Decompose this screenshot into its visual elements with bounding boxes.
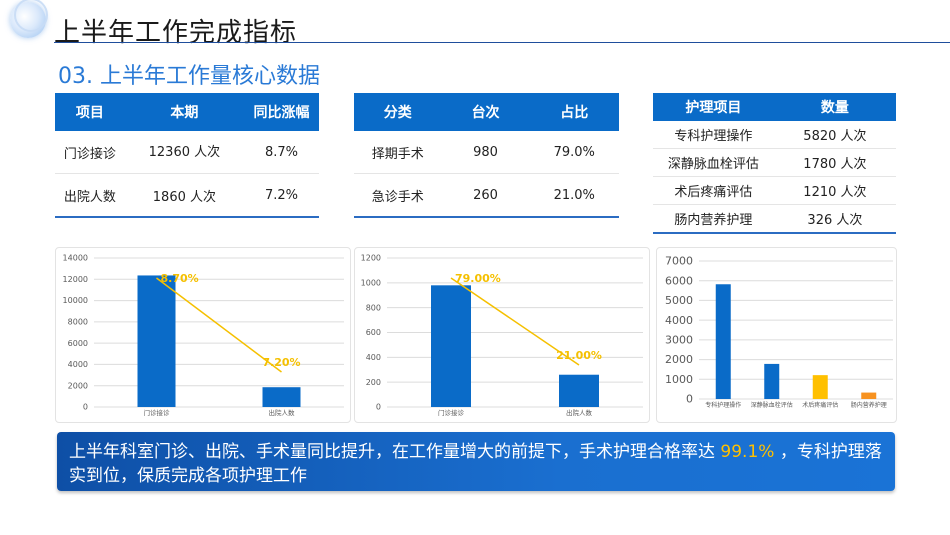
y-tick-label: 6000: [665, 274, 693, 287]
y-tick-label: 600: [366, 328, 381, 337]
data-label: 21.00%: [556, 349, 602, 362]
chart-svg: 0 2000 4000 6000 8000 10000 12000 14000 门诊接诊 出院人数…: [63, 254, 344, 417]
x-tick-label: 门诊接诊: [144, 408, 171, 417]
outpatient-table: 项目 本期 同比涨幅 门诊接诊 12360 人次 8.7% 出院人数 1860 …: [55, 93, 319, 218]
bar: [431, 285, 471, 407]
table-cell: 术后疼痛评估: [653, 176, 774, 205]
y-tick-label: 200: [366, 378, 381, 387]
table-header: 本期: [124, 93, 245, 131]
y-tick-label: 12000: [63, 275, 88, 284]
y-tick-label: 14000: [63, 254, 88, 263]
y-tick-label: 8000: [68, 318, 88, 327]
y-tick-label: 10000: [63, 296, 88, 305]
x-tick-label: 深静脉血栓评估: [751, 401, 793, 409]
table-cell: 1860 人次: [124, 173, 245, 218]
trend-line: [156, 277, 282, 373]
summary-banner: 上半年科室门诊、出院、手术量同比提升，在工作量增大的前提下，手术护理合格率达 9…: [57, 432, 895, 491]
table-cell: 12360 人次: [124, 131, 245, 174]
y-tick-label: 4000: [665, 314, 693, 327]
surgery-chart: 0 200 400 600 800 1000 1200 门诊接诊 出院人数 79.00% 21.00…: [354, 247, 650, 423]
data-label: 79.00%: [455, 272, 501, 285]
table-cell: 5820 人次: [773, 121, 896, 149]
y-tick-label: 800: [366, 303, 381, 312]
y-tick-label: 5000: [665, 294, 693, 307]
x-tick-label: 出院人数: [269, 408, 296, 417]
table-header: 分类: [354, 93, 442, 131]
table-cell: 门诊接诊: [55, 131, 125, 174]
table-cell: 肠内营养护理: [653, 204, 774, 234]
x-tick-label: 出院人数: [566, 408, 593, 417]
bar: [137, 275, 176, 407]
summary-text: 上半年科室门诊、出院、手术量同比提升，在工作量增大的前提下，手术护理合格率达: [69, 442, 721, 462]
logo-icon: [10, 0, 48, 38]
table-row: 急诊手术 260 21.0%: [354, 173, 619, 218]
table-cell: 深静脉血栓评估: [653, 148, 774, 177]
chart-svg: 0 1000 2000 3000 4000 5000 6000 7000 专科护理操作 深静脉血栓…: [665, 255, 893, 409]
trend-line: [450, 277, 580, 366]
y-tick-label: 0: [376, 403, 381, 412]
table-cell: 7.2%: [244, 173, 319, 218]
y-tick-label: 3000: [665, 334, 693, 347]
bar: [812, 375, 828, 399]
y-tick-label: 7000: [665, 255, 693, 268]
y-tick-label: 0: [686, 393, 693, 406]
data-label: 7.20%: [262, 356, 300, 369]
y-tick-label: 1000: [361, 279, 381, 288]
table-cell: 21.0%: [529, 173, 619, 218]
table-header: 占比: [529, 93, 619, 131]
table-header: 护理项目: [653, 93, 774, 121]
table-header: 项目: [55, 93, 125, 131]
table-cell: 326 人次: [773, 204, 896, 234]
table-cell: 1210 人次: [773, 176, 896, 205]
y-tick-label: 1000: [665, 373, 693, 386]
bar: [715, 284, 731, 399]
x-tick-label: 专科护理操作: [705, 401, 741, 409]
table-header: 同比涨幅: [244, 93, 319, 131]
y-tick-label: 6000: [68, 339, 88, 348]
table-cell: 择期手术: [354, 131, 442, 174]
table-row: 出院人数 1860 人次 7.2%: [55, 173, 319, 218]
table-cell: 8.7%: [244, 131, 319, 174]
summary-highlight: 99.1%: [720, 442, 775, 462]
y-tick-label: 4000: [68, 360, 88, 369]
y-tick-label: 400: [366, 353, 381, 362]
bar: [861, 392, 877, 399]
table-row: 专科护理操作 5820 人次: [653, 121, 896, 149]
table-cell: 急诊手术: [354, 173, 442, 218]
nursing-table: 护理项目 数量 专科护理操作 5820 人次 深静脉血栓评估 1780 人次 术…: [653, 93, 896, 234]
bar: [262, 387, 301, 407]
surgery-table: 分类 台次 占比 择期手术 980 79.0% 急诊手术 260 21.0%: [354, 93, 619, 218]
page-title: 上半年工作完成指标: [54, 18, 298, 48]
section-title: 03. 上半年工作量核心数据: [58, 64, 320, 89]
table-cell: 专科护理操作: [653, 121, 774, 149]
table-row: 肠内营养护理 326 人次: [653, 204, 896, 234]
table-cell: 1780 人次: [773, 148, 896, 177]
chart-svg: 0 200 400 600 800 1000 1200 门诊接诊 出院人数 79.00% 21.00…: [361, 254, 643, 417]
table-row: 门诊接诊 12360 人次 8.7%: [55, 131, 319, 174]
bar: [764, 363, 780, 399]
x-tick-label: 肠内营养护理: [851, 401, 887, 409]
x-tick-label: 门诊接诊: [438, 408, 465, 417]
table-cell: 260: [441, 173, 530, 218]
y-tick-label: 2000: [665, 353, 693, 366]
table-cell: 980: [441, 131, 530, 174]
nursing-chart: 0 1000 2000 3000 4000 5000 6000 7000 专科护理操作 深静脉血栓…: [656, 247, 897, 423]
table-header: 数量: [773, 93, 896, 121]
data-label: 8.70%: [161, 272, 199, 285]
title-divider: [54, 42, 950, 43]
table-row: 术后疼痛评估 1210 人次: [653, 176, 896, 205]
y-tick-label: 1200: [361, 254, 381, 263]
table-row: 深静脉血栓评估 1780 人次: [653, 148, 896, 177]
table-cell: 出院人数: [55, 173, 125, 218]
y-tick-label: 2000: [68, 381, 88, 390]
y-tick-label: 0: [83, 403, 88, 412]
table-header: 台次: [441, 93, 530, 131]
table-row: 择期手术 980 79.0%: [354, 131, 619, 174]
x-tick-label: 术后疼痛评估: [802, 401, 838, 409]
table-cell: 79.0%: [529, 131, 619, 174]
summary-text-end: ，专科护理落实到位，保质完成各项护理工作: [69, 442, 882, 486]
bar: [559, 374, 599, 407]
outpatient-chart: 0 2000 4000 6000 8000 10000 12000 14000 门诊接诊 出院人数…: [55, 247, 351, 423]
